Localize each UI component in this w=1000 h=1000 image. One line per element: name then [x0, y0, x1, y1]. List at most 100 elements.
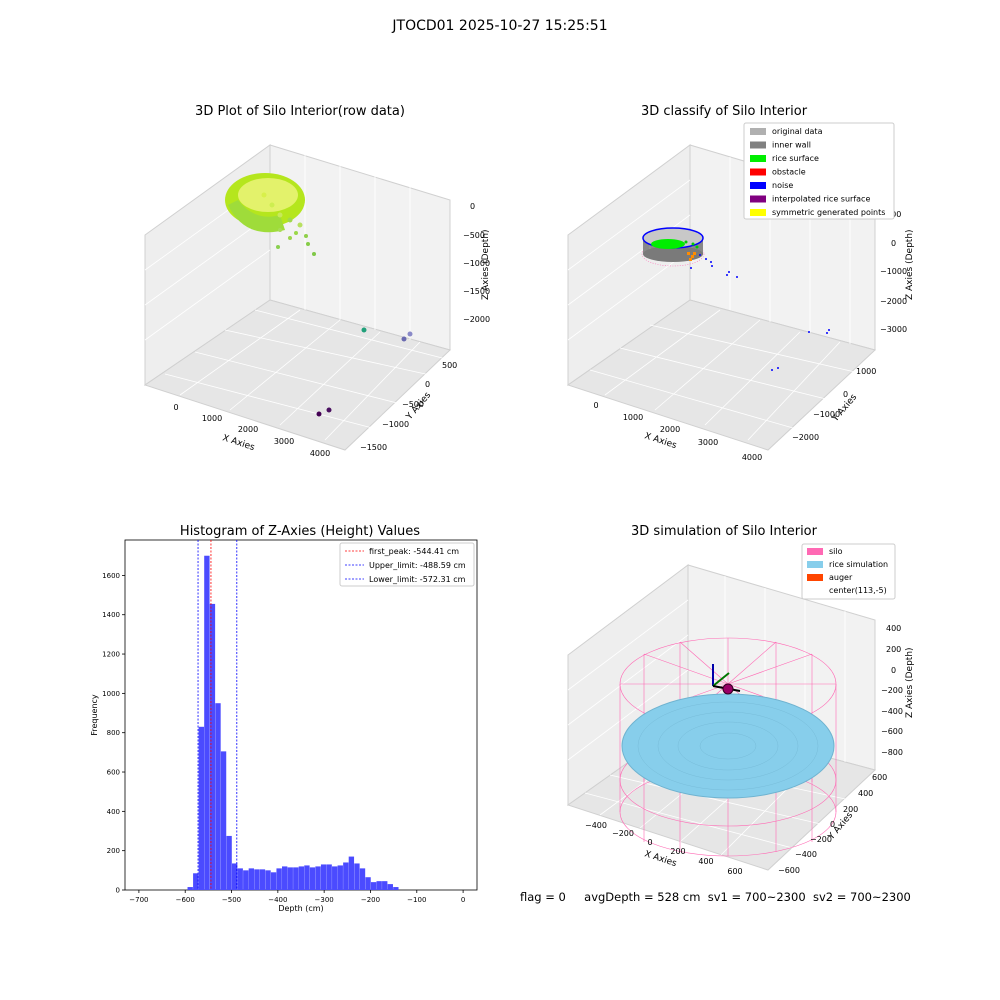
panel1-data-points: [225, 173, 413, 417]
histogram-bar: [365, 877, 371, 890]
histogram-bar: [204, 555, 210, 890]
y-tick-label: 1600: [102, 572, 120, 580]
panel1-silo-wall: [228, 200, 285, 233]
histogram-bar: [393, 887, 399, 890]
histogram-legend-box: [339, 542, 475, 587]
panel4-ytick-label: −600: [778, 866, 800, 875]
histogram-bar: [326, 864, 332, 890]
auger-marker: [722, 683, 734, 695]
y-tick-label: 400: [107, 808, 120, 816]
histogram-bar: [220, 751, 227, 890]
panel4-xtick-label: 0: [647, 838, 652, 847]
y-tick-label: 600: [107, 769, 120, 777]
histogram-bar: [387, 884, 393, 890]
histogram-bar: [382, 881, 388, 890]
histogram-bar: [282, 866, 288, 890]
histogram-bar: [259, 869, 266, 890]
panel2-xtick-label: 2000: [660, 425, 680, 434]
panel1-xtick-label: 0: [173, 403, 178, 412]
legend-label: rice simulation: [829, 560, 888, 569]
histogram-bar: [298, 866, 305, 890]
panel2-legend: original data inner wall rice surface ob…: [743, 122, 895, 220]
panel2-ztick-label: −2000: [880, 297, 907, 306]
panel2-ztick-label: 0: [891, 239, 896, 248]
legend-swatch: [750, 141, 766, 149]
histogram-bar: [231, 863, 238, 890]
panel4-z-axis-label: Z Axies (Depth): [905, 647, 915, 718]
y-tick-label: 1200: [102, 651, 120, 659]
panel4-xtick-label: 600: [727, 867, 742, 876]
legend-swatch: [750, 168, 766, 176]
legend-swatch: [807, 574, 823, 581]
panel4-axes: −400 −200 0 200 400 600 600 400 200 0 −2…: [566, 543, 915, 876]
legend-swatch: [807, 561, 823, 568]
histogram-frame: [124, 539, 478, 891]
panel2-title: 3D classify of Silo Interior: [640, 104, 808, 119]
avg-depth-text: avgDepth = 528 cm: [584, 890, 701, 904]
x-tick-label: −300: [315, 896, 334, 904]
y-tick-label: 800: [107, 729, 120, 737]
figure-title: JTOCD01 2025-10-27 15:25:51: [392, 18, 608, 34]
panel4-ztick-label: −200: [881, 686, 903, 695]
y-tick-label: 1400: [102, 611, 120, 619]
panel4-legend-box: [801, 543, 896, 600]
histogram-bar: [226, 835, 232, 890]
auger-y-arrow: [712, 672, 730, 687]
histogram-bar: [276, 868, 282, 890]
panel1-x-axis-label: X Axies: [221, 433, 256, 453]
panel1-ytick-label: 0: [425, 380, 430, 389]
histogram-bar: [354, 863, 360, 890]
histogram-bar: [309, 867, 316, 890]
panel4-xtick-label: 200: [670, 847, 685, 856]
panel4-ztick-label: 0: [891, 666, 896, 675]
panel1-ztick-label: −1500: [463, 287, 490, 296]
histogram-reference-lines: [197, 540, 238, 890]
panel2-ytick-label: −1000: [813, 410, 840, 419]
histogram-bar: [270, 872, 277, 890]
panel4-xtick-label: −200: [612, 829, 634, 838]
legend-swatch: [750, 155, 766, 162]
histogram-bar: [265, 870, 271, 890]
panel1-ytick-label: 500: [442, 361, 457, 370]
sv1-text: sv1 = 700~2300: [707, 890, 806, 904]
histogram-bar: [248, 868, 255, 890]
legend-label: first_peak: -544.41 cm: [369, 547, 459, 556]
legend-label: interpolated rice surface: [772, 195, 870, 204]
panel4-rice-simulation: [621, 693, 835, 799]
legend-label: original data: [772, 127, 823, 136]
panel1-silo-ring-inner: [238, 178, 298, 212]
histogram-x-ticks: −700 −600 −500 −400 −300 −200 −100 0: [129, 890, 465, 904]
panel2-symmetric-points: [641, 241, 705, 267]
histogram-bar: [198, 726, 204, 890]
histogram-bar: [243, 870, 249, 890]
x-tick-label: −200: [361, 896, 380, 904]
panel2-ytick-label: 1000: [856, 367, 876, 376]
panel1-ztick-label: −500: [463, 231, 485, 240]
panel2-xtick-label: 4000: [742, 453, 762, 462]
panel1-tick-labels: 0 1000 2000 3000 4000 500 0 −500 −1000 −…: [173, 202, 490, 458]
panel2-ztick-label: −1000: [880, 267, 907, 276]
panel1-outlier-point: [407, 331, 413, 337]
panel4-title: 3D simulation of Silo Interior: [631, 524, 817, 539]
panel2-legend-box: [743, 122, 895, 220]
panel4-xtick-label: −400: [585, 821, 607, 830]
panel1-z-axis-label: Z Axies (Depth): [481, 229, 491, 300]
panel4-ztick-label: 400: [886, 624, 901, 633]
panel4-xtick-label: 400: [698, 857, 713, 866]
x-tick-label: 0: [461, 896, 465, 904]
legend-label: obstacle: [772, 168, 806, 177]
panel4-rice-grid: [637, 701, 819, 791]
panel2-axes: 0 1000 2000 3000 4000 1000 0 −1000 −2000…: [566, 122, 915, 462]
panel1-xtick-label: 3000: [274, 437, 294, 446]
panel2-x-axis-label: X Axies: [643, 431, 678, 451]
panel1-outlier-point: [361, 327, 367, 333]
panel4-ztick-label: −800: [881, 748, 903, 757]
panel1-title: 3D Plot of Silo Interior(row data): [195, 104, 405, 119]
legend-label: inner wall: [772, 141, 811, 150]
panel1-xtick-label: 4000: [310, 449, 330, 458]
histogram-bar: [348, 856, 355, 890]
histogram-bar: [370, 882, 377, 890]
panel4-ytick-label: −200: [810, 835, 832, 844]
histogram-y-axis-label: Frequency: [90, 694, 99, 736]
